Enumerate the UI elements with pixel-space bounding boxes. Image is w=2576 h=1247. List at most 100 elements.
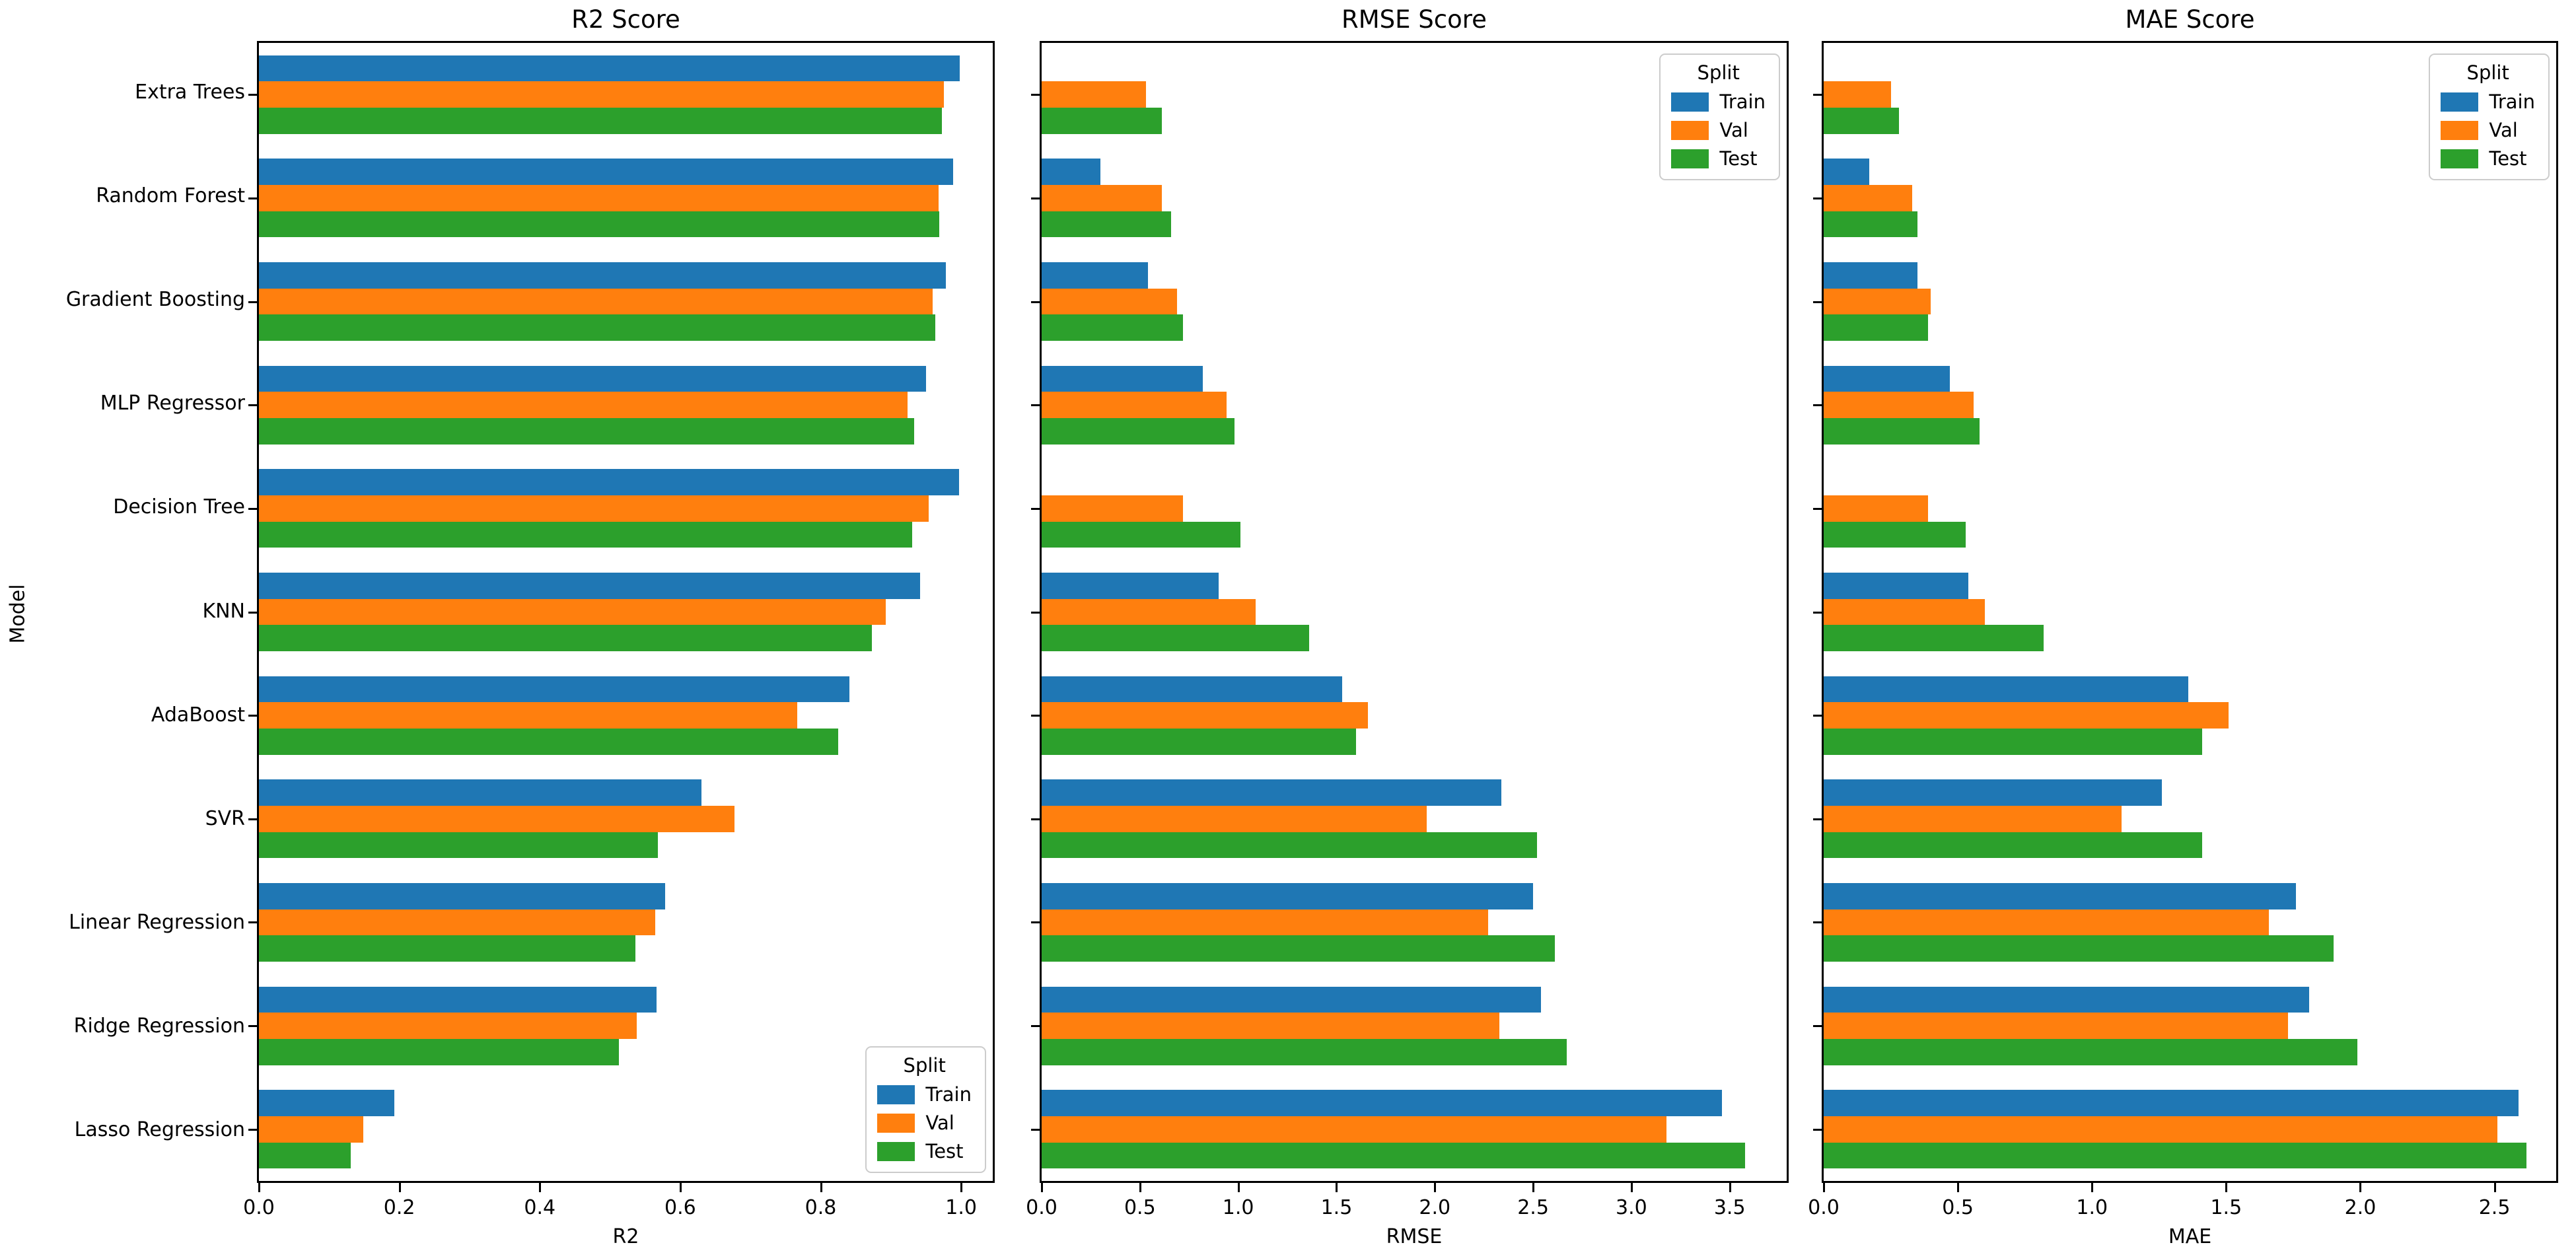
x-tick bbox=[2091, 1183, 2094, 1192]
bar-val bbox=[1824, 1116, 2497, 1143]
bar-val bbox=[259, 392, 908, 419]
bar-val bbox=[1042, 185, 1162, 211]
bar-test bbox=[259, 625, 873, 651]
bar-train bbox=[259, 262, 946, 289]
x-tick-label: 3.5 bbox=[1713, 1196, 1746, 1219]
x-tick-label: 1.5 bbox=[2210, 1196, 2242, 1219]
y-tick bbox=[1031, 715, 1040, 717]
bar-train bbox=[259, 882, 665, 909]
bar-train bbox=[1824, 572, 1969, 599]
mae-plot-area: 0.0 0.5 1.0 1.5 2.0 2.5 MAE Split Train Val Test bbox=[1808, 41, 2558, 1247]
chart-title-mae: MAE Score bbox=[2125, 5, 2255, 34]
y-tick bbox=[1813, 301, 1822, 303]
y-tick bbox=[1813, 507, 1822, 510]
bar-test bbox=[259, 832, 658, 859]
bar-test bbox=[1042, 935, 1555, 962]
y-tick bbox=[248, 1025, 257, 1028]
x-tick bbox=[820, 1183, 822, 1192]
y-tick bbox=[1813, 715, 1822, 717]
y-tick bbox=[1031, 611, 1040, 614]
bar-train bbox=[259, 986, 657, 1013]
bar-train bbox=[1824, 779, 2162, 806]
legend: Split Train Val Test bbox=[2429, 53, 2550, 180]
bar-train bbox=[1042, 676, 1343, 703]
bar-train bbox=[259, 676, 850, 703]
y-tick bbox=[1813, 404, 1822, 407]
bar-train bbox=[1042, 365, 1203, 392]
bar-train bbox=[259, 572, 921, 599]
bar-val bbox=[1824, 495, 1929, 522]
bar-val bbox=[1042, 1013, 1500, 1039]
legend-label: Test bbox=[2489, 147, 2527, 170]
bar-val bbox=[259, 598, 886, 625]
bar-val bbox=[259, 288, 933, 315]
x-tick-label: 0.5 bbox=[1124, 1196, 1156, 1219]
bar-val bbox=[1042, 495, 1184, 522]
y-tick bbox=[248, 197, 257, 199]
x-tick-label: 0.0 bbox=[243, 1196, 275, 1219]
x-tick bbox=[1630, 1183, 1633, 1192]
legend-label: Val bbox=[925, 1112, 954, 1134]
x-tick-label: 2.0 bbox=[1419, 1196, 1451, 1219]
y-tick bbox=[1813, 94, 1822, 96]
legend-label: Train bbox=[2489, 90, 2535, 113]
bar-test bbox=[1824, 521, 1966, 548]
y-tick bbox=[248, 1128, 257, 1131]
x-tick-label: 0.4 bbox=[524, 1196, 556, 1219]
model-label: Extra Trees bbox=[135, 80, 245, 104]
y-tick bbox=[1031, 301, 1040, 303]
x-tick bbox=[1336, 1183, 1338, 1192]
x-tick bbox=[2493, 1183, 2496, 1192]
bar-test bbox=[259, 108, 943, 134]
x-axis-label: R2 bbox=[612, 1225, 639, 1247]
legend-label: Val bbox=[2489, 119, 2518, 141]
x-tick-label: 1.0 bbox=[2076, 1196, 2108, 1219]
bar-train bbox=[1824, 365, 1950, 392]
bar-test bbox=[1042, 1142, 1746, 1169]
bar-test bbox=[1042, 521, 1240, 548]
legend-swatch-icon bbox=[877, 1113, 915, 1133]
x-tick-label: 0.0 bbox=[1808, 1196, 1840, 1219]
y-tick bbox=[1813, 1025, 1822, 1028]
bar-val bbox=[1042, 805, 1427, 832]
bar-test bbox=[259, 935, 635, 962]
y-tick bbox=[248, 611, 257, 614]
legend-item-val: Val bbox=[1671, 119, 1766, 141]
y-tick bbox=[248, 715, 257, 717]
y-tick bbox=[1031, 921, 1040, 924]
legend-swatch-icon bbox=[2441, 120, 2479, 140]
bar-test bbox=[1824, 832, 2202, 859]
y-tick bbox=[1031, 94, 1040, 96]
model-label: MLP Regressor bbox=[100, 392, 245, 415]
bar-val bbox=[1042, 81, 1146, 108]
y-tick bbox=[1031, 818, 1040, 820]
bar-val bbox=[1824, 185, 1913, 211]
model-label: KNN bbox=[202, 599, 245, 623]
x-tick bbox=[1237, 1183, 1240, 1192]
bar-train bbox=[1042, 882, 1534, 909]
bar-test bbox=[1824, 1142, 2527, 1169]
bar-val bbox=[259, 185, 939, 211]
y-tick bbox=[1031, 507, 1040, 510]
model-label: Random Forest bbox=[96, 184, 245, 207]
y-tick bbox=[248, 404, 257, 407]
bar-test bbox=[1042, 108, 1162, 134]
bar-test bbox=[259, 314, 935, 341]
legend-item-train: Train bbox=[877, 1083, 972, 1106]
x-tick-label: 3.0 bbox=[1616, 1196, 1647, 1219]
bar-train bbox=[259, 365, 926, 392]
legend-swatch-icon bbox=[877, 1085, 915, 1104]
chart-title-rmse: RMSE Score bbox=[1342, 5, 1487, 34]
y-tick bbox=[1031, 1128, 1040, 1131]
y-tick bbox=[1813, 818, 1822, 820]
x-tick bbox=[539, 1183, 542, 1192]
legend-item-test: Test bbox=[1671, 147, 1766, 170]
bar-train bbox=[1042, 1090, 1722, 1116]
bar-test bbox=[1042, 728, 1357, 755]
x-tick-label: 2.5 bbox=[2478, 1196, 2511, 1219]
model-label: Lasso Regression bbox=[74, 1118, 245, 1142]
bar-val bbox=[1824, 598, 1985, 625]
bar-test bbox=[259, 521, 912, 548]
x-tick bbox=[1139, 1183, 1141, 1192]
bar-val bbox=[1824, 805, 2122, 832]
